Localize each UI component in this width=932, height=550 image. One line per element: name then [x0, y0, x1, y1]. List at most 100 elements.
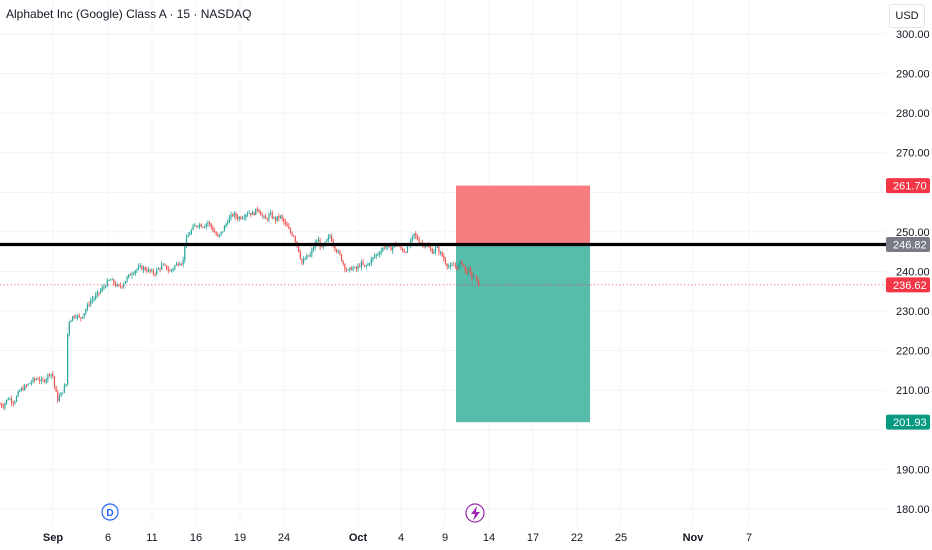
candle — [172, 267, 174, 272]
candle-body — [91, 299, 93, 301]
candle — [220, 231, 222, 236]
candle-body — [171, 269, 173, 271]
candle — [72, 315, 74, 322]
stop-loss-zone[interactable] — [456, 185, 590, 245]
candle — [190, 228, 192, 235]
candle — [469, 266, 471, 276]
candle — [138, 263, 140, 271]
candle-body — [243, 217, 245, 219]
event-markers[interactable]: D — [101, 503, 485, 523]
candle — [246, 211, 249, 218]
candle — [40, 376, 42, 384]
price-axis[interactable]: 300.00 290.00 280.00 270.00 250.00 240.00 230.… — [886, 0, 932, 550]
candle-body — [78, 315, 80, 318]
candle-body — [119, 285, 122, 287]
candle-body — [380, 250, 382, 254]
candle — [350, 266, 353, 271]
candle — [57, 389, 59, 404]
candle-body — [195, 225, 197, 227]
candle-body — [225, 223, 227, 227]
candle — [326, 238, 328, 243]
candle — [20, 386, 23, 392]
candle — [179, 261, 181, 266]
horizontal-levels[interactable] — [0, 242, 886, 286]
time-tick-label: 24 — [278, 532, 290, 544]
candle — [293, 234, 295, 238]
candle-body — [476, 276, 478, 280]
candle-body — [55, 386, 57, 393]
candle-body — [428, 245, 430, 248]
candle-body — [76, 315, 79, 318]
candle — [463, 264, 465, 267]
candle — [29, 383, 31, 385]
candle — [382, 246, 384, 253]
candle-body — [43, 380, 46, 382]
take-profit-zone[interactable] — [456, 244, 590, 423]
candle-body — [149, 269, 151, 272]
candle — [35, 377, 37, 381]
candle — [232, 213, 234, 218]
candle-body — [106, 280, 108, 287]
candle-body — [70, 320, 72, 323]
candle-body — [435, 247, 437, 252]
candle-body — [456, 266, 458, 269]
candle-body — [283, 218, 285, 222]
candle-body — [449, 265, 452, 267]
candle — [108, 279, 110, 282]
candle-body — [162, 264, 164, 266]
candle — [336, 248, 338, 254]
time-axis[interactable]: Sep 6 11 16 19 24 Oct 4 9 14 17 22 25 Nov 7 — [43, 532, 752, 544]
candle-body — [362, 262, 364, 265]
candle — [22, 384, 24, 391]
price-tag-target-text: 201.93 — [893, 417, 927, 429]
position-zones[interactable] — [456, 185, 590, 423]
candle-body — [124, 281, 126, 284]
candle — [301, 258, 303, 266]
candle-body — [383, 247, 386, 249]
candle-body — [184, 245, 186, 261]
candle — [339, 249, 341, 256]
candle — [375, 253, 377, 260]
candle — [415, 230, 417, 240]
earnings-marker[interactable] — [465, 503, 485, 523]
candle — [458, 262, 460, 270]
candle-body — [390, 247, 392, 251]
candle — [177, 261, 179, 267]
candle — [118, 284, 120, 287]
candle — [317, 236, 320, 243]
candle — [10, 395, 13, 406]
candle — [139, 263, 141, 269]
candle-body — [276, 216, 278, 221]
candle — [7, 397, 9, 401]
candle — [411, 235, 414, 243]
candle — [106, 278, 108, 288]
candle — [443, 253, 445, 262]
candle — [27, 383, 29, 387]
candle-body — [98, 292, 100, 294]
candle-body — [75, 317, 77, 319]
candle-body — [316, 242, 318, 243]
candle-body — [431, 249, 433, 254]
candle-body — [266, 218, 268, 220]
candle — [113, 278, 115, 287]
candle-body — [151, 270, 153, 272]
candle-body — [32, 378, 34, 383]
candle — [369, 262, 371, 267]
candle — [312, 245, 315, 252]
candle — [225, 222, 227, 229]
candle — [162, 263, 164, 266]
candle — [459, 260, 461, 269]
candle — [217, 232, 219, 238]
dividend-marker[interactable]: D — [101, 503, 119, 521]
candle — [281, 213, 283, 222]
currency-button[interactable]: USD — [889, 4, 925, 28]
candle-body — [477, 279, 480, 286]
candle — [65, 384, 67, 388]
candle — [454, 262, 456, 269]
candle-body — [398, 245, 400, 247]
candle — [146, 266, 148, 274]
candle-body — [237, 216, 239, 220]
candle-body — [240, 217, 242, 219]
candle-body — [350, 267, 353, 270]
